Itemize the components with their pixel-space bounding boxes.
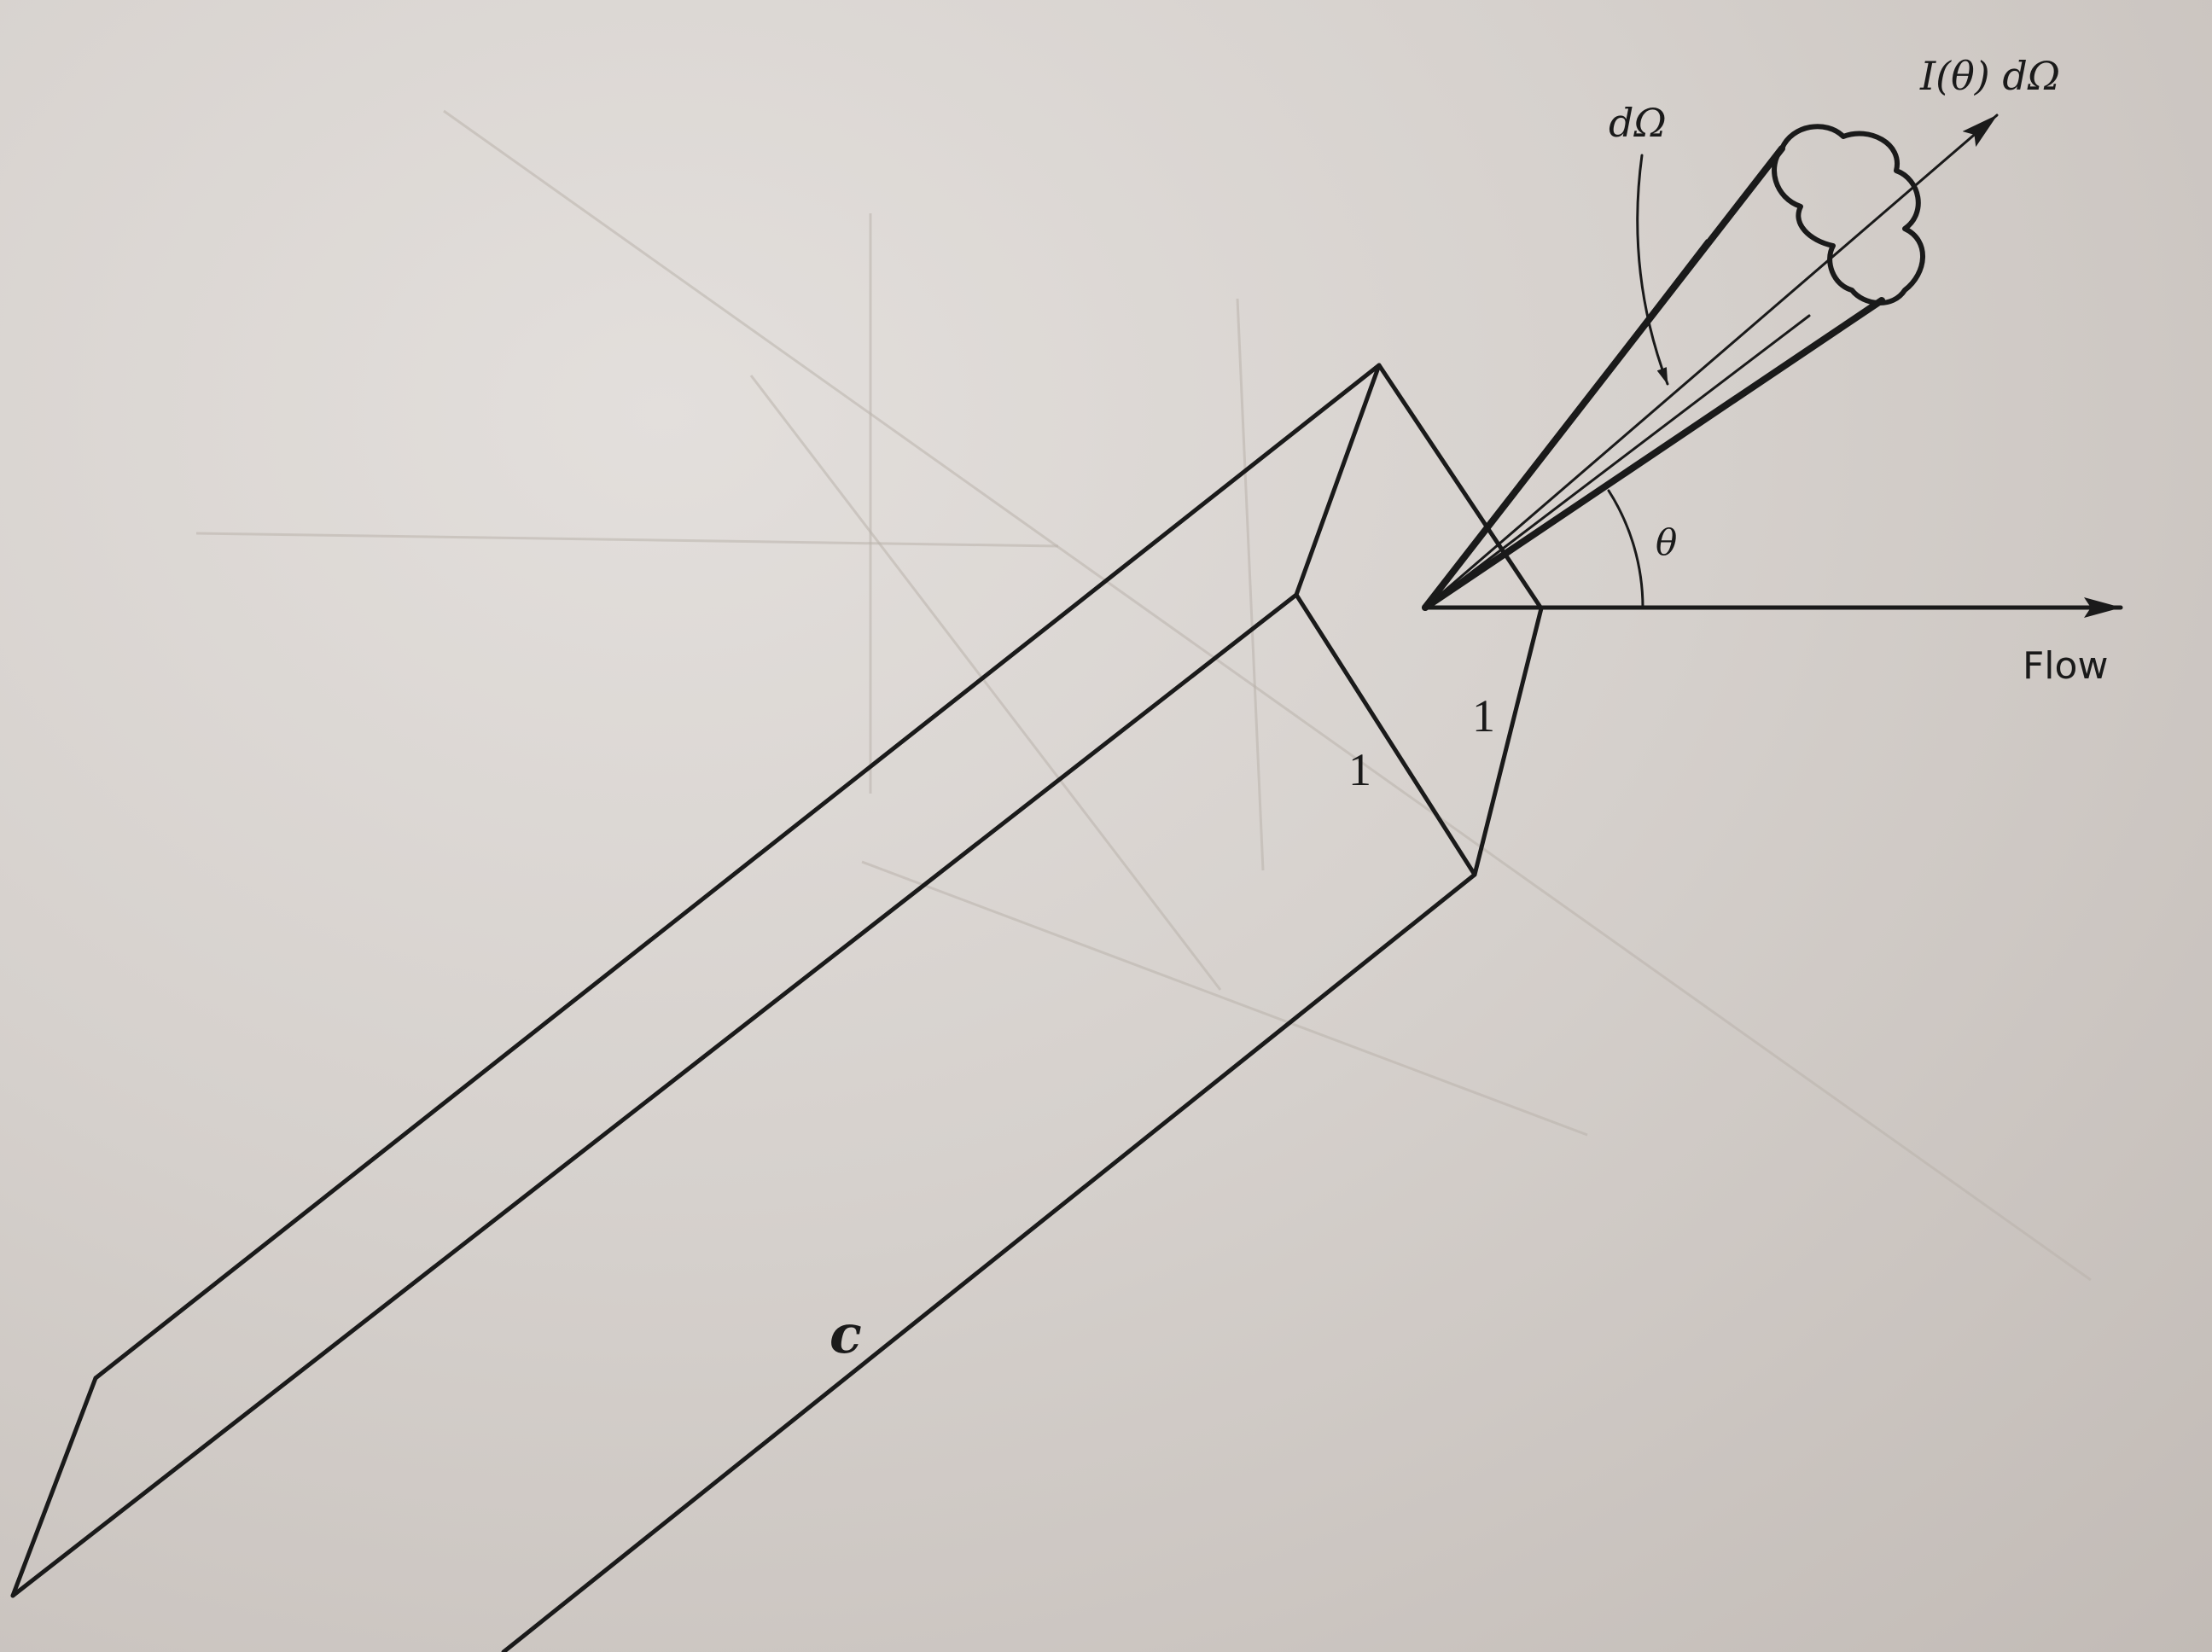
domega-pointer-arrow [1636, 154, 1669, 386]
end-face-side-label-right: 1 [1472, 690, 1495, 742]
prism-length-label: c [830, 1303, 862, 1365]
theta-label: θ [1656, 521, 1677, 563]
bleed-through-lines [195, 109, 2092, 1282]
prism-far-end-edge [10, 1376, 98, 1598]
scattering-direction-line [1423, 113, 1999, 609]
prism-top-edge [93, 363, 1382, 1381]
scattered-light-blob [1772, 124, 1925, 305]
intensity-label: I(θ) dΩ [1919, 53, 2060, 99]
prism-bottom-edge [501, 872, 1477, 1652]
flow-label: Flow [2023, 644, 2108, 688]
solid-angle-cone [1422, 113, 1999, 611]
prism-end-face [1294, 363, 1544, 877]
cone-inner-line-b [1423, 314, 1811, 609]
cone-edge-lower [1422, 297, 1885, 611]
theta-arc [1607, 489, 1644, 609]
end-face-side-label-left: 1 [1348, 744, 1371, 795]
cone-inner-line-a [1423, 239, 1708, 609]
prism-middle-edge [10, 592, 1299, 1598]
solid-angle-label: dΩ [1609, 100, 1667, 146]
prism [10, 363, 1544, 1652]
